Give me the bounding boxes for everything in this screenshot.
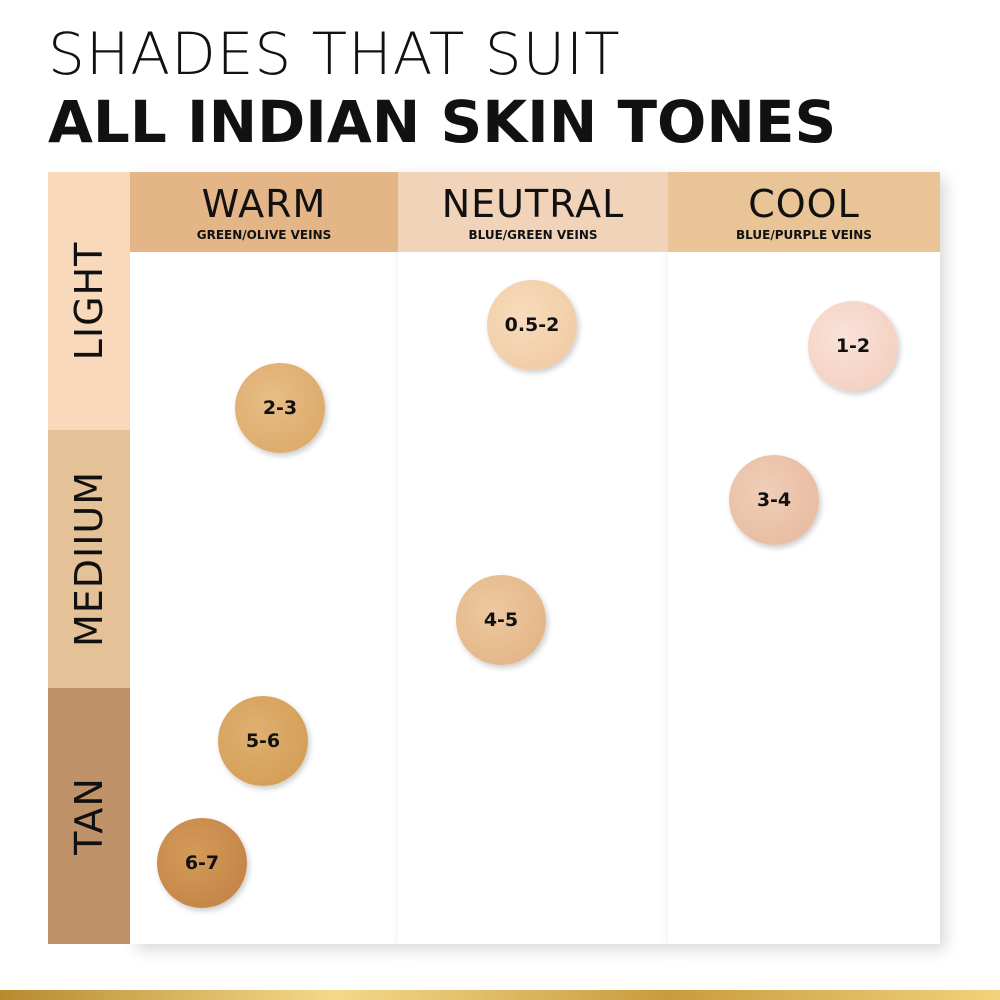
column-veins: GREEN/OLIVE VEINS (196, 228, 332, 242)
row-label-cell: LIGHT (48, 172, 130, 430)
column-body (668, 172, 940, 944)
row-label-cell: MEDIIUM (48, 430, 130, 688)
shade-swatch: 0.5-2 (487, 280, 577, 370)
column-veins: BLUE/PURPLE VEINS (736, 228, 872, 242)
shade-swatch: 5-6 (218, 696, 308, 786)
gold-bar (0, 990, 1000, 1000)
column-body (130, 172, 398, 944)
column-veins: BLUE/GREEN VEINS (468, 228, 598, 242)
column-name: WARM (201, 182, 327, 226)
shade-swatch: 4-5 (456, 575, 546, 665)
shade-swatch: 3-4 (729, 455, 819, 545)
row-label: LIGHT (67, 241, 111, 361)
column-header: WARM GREEN/OLIVE VEINS (130, 172, 398, 252)
shade-swatch: 1-2 (808, 301, 898, 391)
column-header: NEUTRAL BLUE/GREEN VEINS (398, 172, 668, 252)
title-line: ALL INDIAN SKIN TONES (48, 88, 837, 156)
row-label: MEDIIUM (67, 470, 111, 648)
title-line: SHADES THAT SUIT (48, 20, 621, 88)
row-label-cell: TAN (48, 688, 130, 944)
shade-swatch: 6-7 (157, 818, 247, 908)
column-name: NEUTRAL (441, 182, 625, 226)
shade-swatch: 2-3 (235, 363, 325, 453)
column-name: COOL (748, 182, 860, 226)
row-label: TAN (67, 777, 111, 855)
column-header: COOL BLUE/PURPLE VEINS (668, 172, 940, 252)
